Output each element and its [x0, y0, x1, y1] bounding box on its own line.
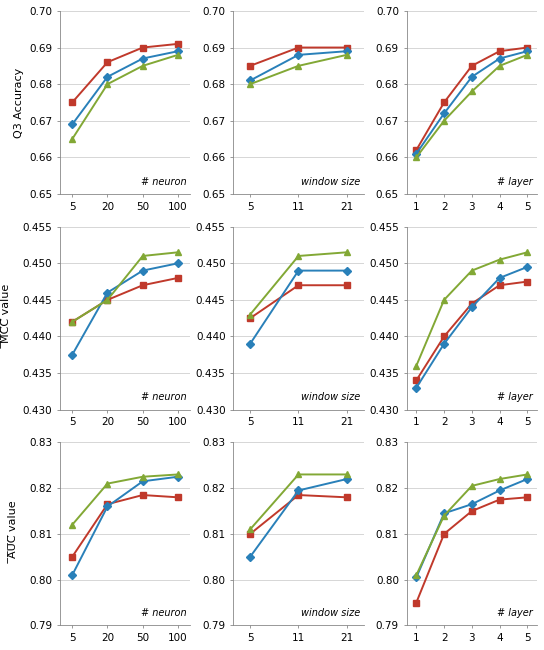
Text: # neuron: # neuron [141, 608, 187, 618]
Text: # layer: # layer [497, 608, 533, 618]
Text: window size: window size [300, 608, 360, 618]
Text: window size: window size [300, 177, 360, 187]
Text: window size: window size [300, 393, 360, 402]
Text: # layer: # layer [497, 177, 533, 187]
Y-axis label: ̅M̅C̅C̅ value: ̅M̅C̅C̅ value [7, 289, 17, 348]
Text: # layer: # layer [497, 393, 533, 402]
Y-axis label: ̅A̅U̅C̅ value: ̅A̅U̅C̅ value [14, 505, 23, 563]
Text: # neuron: # neuron [141, 393, 187, 402]
Text: # neuron: # neuron [141, 177, 187, 187]
Y-axis label: Q3 Accuracy: Q3 Accuracy [14, 68, 23, 138]
